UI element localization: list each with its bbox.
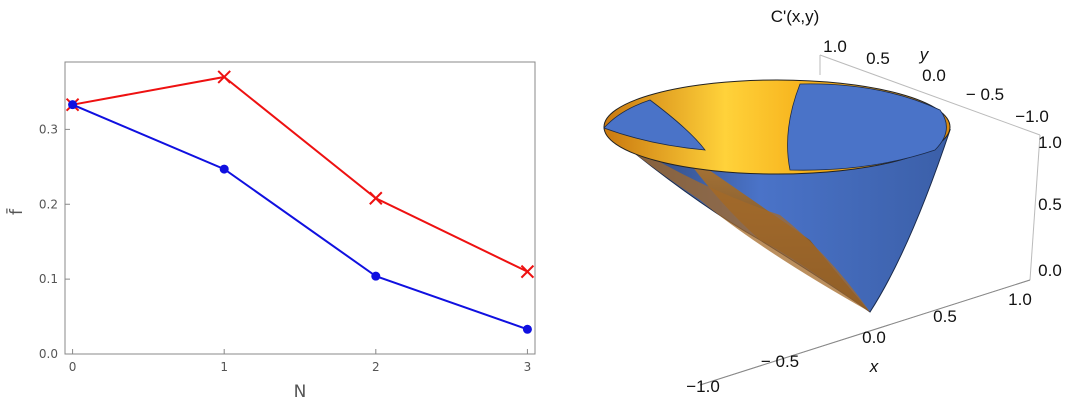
x-tick-label: 2 bbox=[372, 360, 380, 374]
x-axis-ticks: 0 1 2 3 bbox=[69, 349, 531, 374]
series-layer bbox=[65, 70, 535, 334]
y-3d-tick-label: 1.0 bbox=[823, 37, 847, 56]
plot-frame bbox=[64, 61, 536, 355]
dot-marker bbox=[522, 324, 532, 334]
dot-marker bbox=[371, 271, 381, 281]
x-tick-label: 0 bbox=[69, 360, 77, 374]
x-3d-tick-label: 0.0 bbox=[862, 328, 886, 347]
dot-marker bbox=[219, 164, 229, 174]
x-axis-title: N bbox=[294, 382, 307, 401]
x-axis-3d bbox=[699, 279, 1031, 386]
blue-lobe-left bbox=[603, 99, 706, 151]
z-axis-3d-ticks: 0.0 0.5 1.0 bbox=[1038, 133, 1062, 280]
surface-title: C'(x,y) bbox=[771, 7, 820, 26]
dot-marker bbox=[68, 100, 78, 110]
y-tick-label: 0.3 bbox=[39, 122, 58, 136]
y-tick-label: 0.0 bbox=[39, 347, 58, 361]
surface-plot-3d: −1.0 − 0.5 0.0 0.5 1.0 1.0 0.5 0.0 − 0.5 −1.0 0.… bbox=[603, 7, 1062, 396]
y-3d-tick-label: 0.0 bbox=[922, 66, 946, 85]
cone-inner-wall-left bbox=[604, 128, 870, 312]
y-tick-label: 0.1 bbox=[39, 272, 58, 286]
x-3d-tick-label: 0.5 bbox=[933, 307, 957, 326]
y-3d-tick-label: 0.5 bbox=[866, 49, 890, 68]
x-marker bbox=[520, 264, 535, 279]
x-3d-tick-label: − 0.5 bbox=[761, 352, 799, 371]
y-3d-tick-label: −1.0 bbox=[1015, 107, 1049, 126]
y-axis-3d-ticks: 1.0 0.5 0.0 − 0.5 −1.0 bbox=[823, 37, 1049, 126]
z-3d-tick-label: 0.5 bbox=[1038, 195, 1062, 214]
z-3d-tick-label: 1.0 bbox=[1038, 133, 1062, 152]
y-axis-ticks: 0.0 0.1 0.2 0.3 bbox=[39, 122, 70, 361]
x-tick-label: 1 bbox=[220, 360, 228, 374]
line-chart: 0 1 2 3 0.0 0.1 0.2 0.3 N f̄ bbox=[5, 61, 536, 401]
series-line bbox=[72, 103, 528, 331]
y-axis-3d-title: y bbox=[919, 45, 930, 64]
x-axis-3d-title: x bbox=[869, 357, 879, 376]
y-tick-label: 0.2 bbox=[39, 197, 58, 211]
x-3d-tick-label: 1.0 bbox=[1008, 290, 1032, 309]
x-tick-label: 3 bbox=[524, 360, 532, 374]
y-axis-title: f̄ bbox=[5, 208, 27, 215]
x-marker bbox=[217, 70, 231, 84]
blue-lobe-right bbox=[787, 83, 947, 171]
z-3d-tick-label: 0.0 bbox=[1038, 261, 1062, 280]
x-3d-tick-label: −1.0 bbox=[686, 377, 720, 396]
y-3d-tick-label: − 0.5 bbox=[966, 85, 1004, 104]
series-line bbox=[72, 75, 528, 273]
x-axis-3d-ticks: −1.0 − 0.5 0.0 0.5 1.0 bbox=[686, 290, 1032, 396]
x-marker bbox=[369, 191, 383, 205]
